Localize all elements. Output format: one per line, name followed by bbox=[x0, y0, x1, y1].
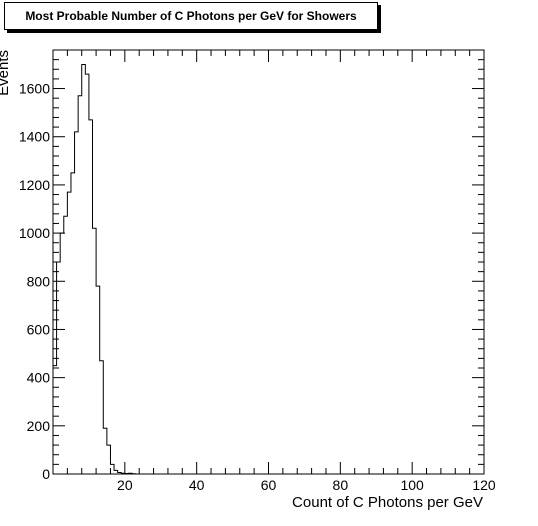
plot-frame bbox=[52, 49, 485, 475]
y-axis-label: Events bbox=[0, 50, 12, 96]
x-tick-label: 20 bbox=[117, 477, 133, 493]
histogram-series bbox=[52, 63, 143, 475]
y-tick-label: 1600 bbox=[19, 81, 50, 97]
axis-ticks bbox=[52, 49, 485, 475]
chart-title: Most Probable Number of C Photons per Ge… bbox=[4, 2, 378, 30]
x-tick-label: 100 bbox=[400, 477, 424, 493]
x-tick-label: 40 bbox=[189, 477, 205, 493]
y-tick-label: 600 bbox=[27, 321, 51, 337]
y-tick-label: 800 bbox=[27, 273, 51, 289]
y-tick-label: 1000 bbox=[19, 225, 50, 241]
tick-labels: 20 40 60 80 100 12002004006008001000120014001… bbox=[19, 81, 496, 493]
x-tick-label: 120 bbox=[472, 477, 496, 493]
x-axis-label: Count of C Photons per GeV bbox=[292, 494, 483, 511]
x-tick-label: 80 bbox=[333, 477, 349, 493]
y-tick-label: 1200 bbox=[19, 177, 50, 193]
y-tick-label: 1400 bbox=[19, 129, 50, 145]
x-tick-label: 60 bbox=[261, 477, 277, 493]
y-tick-label: 0 bbox=[42, 466, 50, 482]
y-tick-label: 200 bbox=[27, 418, 51, 434]
y-tick-label: 400 bbox=[27, 370, 51, 386]
